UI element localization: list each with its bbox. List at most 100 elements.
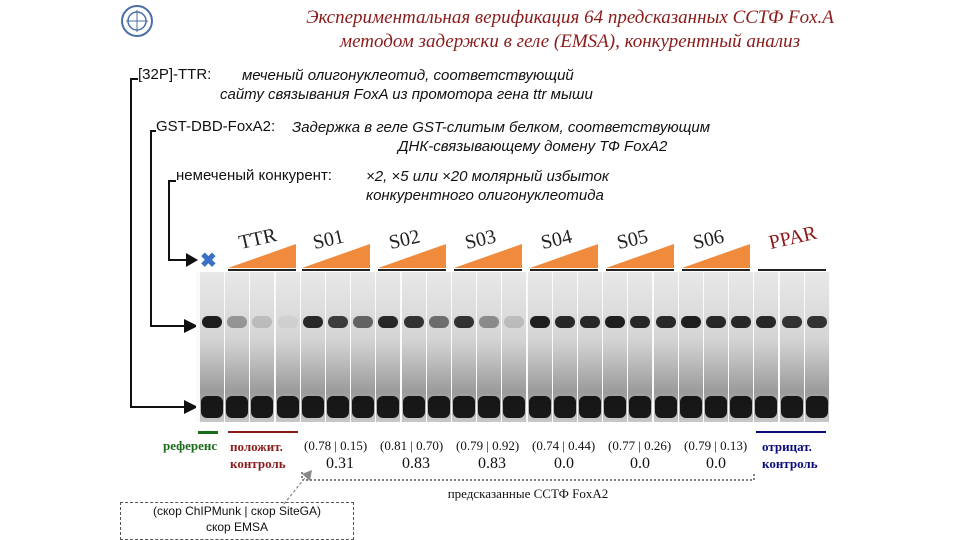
score-legend-line-2: скор EMSA bbox=[205, 520, 269, 534]
complex-band bbox=[403, 316, 424, 328]
gel-lane bbox=[603, 272, 628, 422]
concentration-wedge-s01 bbox=[302, 244, 370, 268]
competitor-desc-line-1: ×2, ×5 или ×20 молярный избыток bbox=[366, 168, 609, 185]
protein-bracket-vertical bbox=[150, 130, 152, 326]
free-probe-arrow-shaft bbox=[130, 406, 188, 408]
complex-band bbox=[706, 316, 726, 328]
gel-lane bbox=[300, 272, 325, 422]
reference-label: референс bbox=[163, 438, 218, 453]
complex-band bbox=[479, 316, 500, 328]
complex-band bbox=[554, 316, 575, 328]
gel-lane bbox=[351, 272, 376, 422]
positive-control-label: положит. контроль bbox=[230, 438, 286, 472]
predicted-bracket bbox=[301, 472, 755, 481]
free-probe-band bbox=[553, 396, 576, 418]
free-probe-band bbox=[352, 396, 375, 418]
complex-band bbox=[605, 316, 626, 328]
complex-arrow-shaft bbox=[150, 325, 188, 327]
sample-underline-s01 bbox=[302, 269, 370, 271]
sample-underline-s02 bbox=[378, 269, 446, 271]
emsa-score: 0.0 bbox=[630, 455, 650, 472]
complex-band bbox=[277, 316, 298, 328]
free-probe-band bbox=[503, 396, 526, 418]
probe-desc-line-1: меченый олигонуклеотид, соответствующий bbox=[242, 67, 574, 84]
free-probe-band bbox=[604, 396, 627, 418]
sample-underline-s05 bbox=[606, 269, 674, 271]
complex-band bbox=[655, 316, 676, 328]
complex-band bbox=[756, 316, 777, 328]
institution-logo bbox=[120, 4, 154, 38]
gel-lane bbox=[275, 272, 300, 422]
complex-band bbox=[806, 316, 827, 328]
positive-control-line-1: положит. bbox=[230, 439, 283, 454]
free-probe-arrowhead-icon bbox=[184, 400, 198, 414]
competitor-arrowhead-icon bbox=[186, 253, 198, 267]
negative-control-bar bbox=[756, 431, 826, 433]
gel-lane bbox=[729, 272, 754, 422]
free-probe-band bbox=[453, 396, 475, 418]
gel-lane bbox=[804, 272, 829, 422]
protein-description: Задержка в геле GST-слитым белком, соотв… bbox=[292, 118, 772, 156]
gel-lane bbox=[426, 272, 451, 422]
no-competitor-mark: ✖ bbox=[200, 250, 217, 272]
probe-bracket-top bbox=[130, 78, 138, 80]
free-probe-band bbox=[780, 396, 803, 418]
gel-lane bbox=[552, 272, 577, 422]
gel-lane bbox=[200, 272, 224, 422]
gel-lane bbox=[250, 272, 275, 422]
free-probe-band bbox=[679, 396, 702, 418]
free-probe-band bbox=[654, 396, 677, 418]
emsa-score: 0.83 bbox=[478, 455, 506, 472]
free-probe-band bbox=[201, 396, 223, 418]
gel-lane bbox=[779, 272, 804, 422]
predicted-label: предсказанные ССТФ FoxA2 bbox=[447, 486, 609, 501]
negative-control-line-2: контроль bbox=[762, 456, 818, 471]
free-probe-band bbox=[301, 396, 324, 418]
emsa-score: 0.0 bbox=[706, 455, 726, 472]
chipmunk-sitega-score: (0.79 | 0.92) bbox=[456, 438, 520, 453]
gel-lane bbox=[678, 272, 703, 422]
complex-band bbox=[731, 316, 752, 328]
gel-lane bbox=[401, 272, 426, 422]
chipmunk-sitega-score: (0.77 | 0.26) bbox=[608, 438, 672, 453]
gel-lane bbox=[527, 272, 552, 422]
free-probe-band bbox=[705, 396, 727, 418]
competitor-label: немеченый конкурент: bbox=[176, 167, 332, 184]
sample-underline-s04 bbox=[530, 269, 598, 271]
complex-band bbox=[302, 316, 323, 328]
sample-underline-s03 bbox=[454, 269, 522, 271]
competitor-desc-line-2: конкурентного олигонуклеотида bbox=[366, 187, 604, 204]
concentration-wedge-s06 bbox=[682, 244, 750, 268]
complex-band bbox=[781, 316, 802, 328]
complex-band bbox=[454, 316, 474, 328]
chipmunk-sitega-score: (0.78 | 0.15) bbox=[304, 438, 368, 453]
complex-band bbox=[680, 316, 701, 328]
free-probe-band bbox=[402, 396, 425, 418]
competitor-bracket-top bbox=[168, 180, 176, 182]
protein-bracket-top bbox=[150, 130, 156, 132]
gel-lane bbox=[628, 272, 653, 422]
callout-arrow bbox=[283, 470, 312, 505]
free-probe-band bbox=[226, 396, 249, 418]
competitor-arrow-shaft bbox=[168, 259, 190, 261]
free-probe-band bbox=[377, 396, 400, 418]
gel-lane bbox=[578, 272, 602, 422]
free-probe-band bbox=[327, 396, 349, 418]
sample-underline-ppar bbox=[758, 269, 826, 271]
chipmunk-sitega-score: (0.81 | 0.70) bbox=[380, 438, 444, 453]
sample-underline-s06 bbox=[682, 269, 750, 271]
complex-band bbox=[252, 316, 273, 328]
complex-band bbox=[504, 316, 525, 328]
complex-band bbox=[202, 316, 222, 328]
emsa-score: 0.0 bbox=[554, 455, 574, 472]
probe-description: меченый олигонуклеотид, соответствующий … bbox=[220, 66, 640, 104]
free-probe-band bbox=[528, 396, 551, 418]
title-line-1: Экспериментальная верификация 64 предска… bbox=[306, 7, 834, 28]
free-probe-band bbox=[251, 396, 274, 418]
free-probe-band bbox=[755, 396, 778, 418]
gel-lane bbox=[452, 272, 476, 422]
score-legend-line-1: (скор ChIPMunk | скор SiteGA) bbox=[153, 504, 321, 518]
competitor-description: ×2, ×5 или ×20 молярный избыток конкурен… bbox=[366, 167, 666, 205]
gel-lane bbox=[502, 272, 527, 422]
emsa-score: 0.83 bbox=[402, 455, 430, 472]
